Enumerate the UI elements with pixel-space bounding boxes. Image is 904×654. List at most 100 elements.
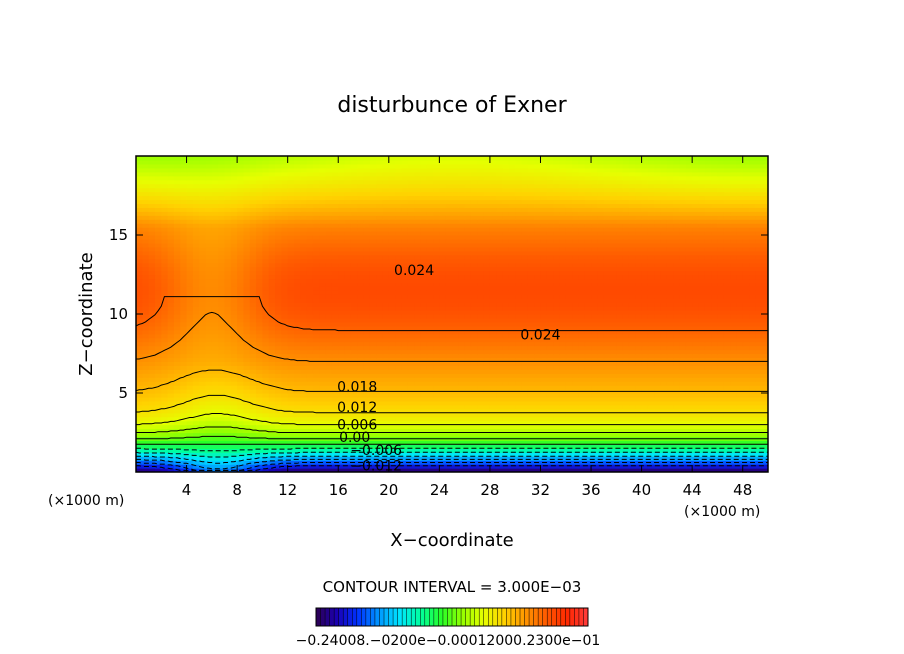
heatmap-cell xyxy=(376,400,384,406)
heatmap-cell xyxy=(287,416,295,422)
heatmap-cell xyxy=(161,310,169,315)
heatmap-cell xyxy=(382,456,390,461)
heatmap-cell xyxy=(666,314,674,319)
heatmap-cell xyxy=(502,448,510,453)
heatmap-cell xyxy=(540,464,548,469)
heatmap-cell xyxy=(616,420,624,426)
heatmap-cell xyxy=(230,357,238,362)
heatmap-cell xyxy=(192,404,200,410)
heatmap-cell xyxy=(230,317,238,323)
heatmap-cell xyxy=(641,325,649,331)
heatmap-cell xyxy=(376,361,384,366)
heatmap-cell xyxy=(527,385,535,390)
heatmap-cell xyxy=(148,448,156,453)
heatmap-cell xyxy=(521,416,529,422)
heatmap-cell xyxy=(350,412,358,418)
heatmap-cell xyxy=(338,333,346,339)
heatmap-cell xyxy=(287,373,295,378)
heatmap-cell xyxy=(534,432,542,438)
heatmap-cell xyxy=(717,302,725,307)
heatmap-cell xyxy=(578,353,586,359)
heatmap-cell xyxy=(281,432,289,438)
heatmap-cell xyxy=(591,464,598,469)
heatmap-cell xyxy=(180,444,188,449)
heatmap-cell xyxy=(224,325,232,331)
heatmap-cell xyxy=(312,400,320,406)
heatmap-cell xyxy=(673,306,681,311)
heatmap-cell xyxy=(723,408,731,414)
heatmap-cell xyxy=(477,345,485,351)
heatmap-cell xyxy=(711,385,719,390)
heatmap-cell xyxy=(546,440,554,445)
heatmap-cell xyxy=(331,424,339,430)
heatmap-cell xyxy=(540,310,548,315)
heatmap-cell xyxy=(452,404,459,410)
heatmap-cell xyxy=(483,404,491,410)
heatmap-cell xyxy=(344,408,352,414)
heatmap-cell xyxy=(698,361,706,366)
heatmap-cell xyxy=(521,282,529,287)
heatmap-cell xyxy=(502,329,510,335)
heatmap-cell xyxy=(401,412,409,418)
heatmap-cell xyxy=(426,282,434,287)
heatmap-cell xyxy=(540,385,548,390)
heatmap-cell xyxy=(161,369,169,374)
heatmap-cell xyxy=(319,329,327,335)
heatmap-cell xyxy=(401,361,409,366)
heatmap-cell xyxy=(673,468,681,472)
heatmap-cell xyxy=(136,349,143,355)
heatmap-cell xyxy=(578,349,586,355)
heatmap-cell xyxy=(628,341,636,347)
heatmap-cell xyxy=(180,377,188,382)
heatmap-cell xyxy=(401,314,409,319)
heatmap-cell xyxy=(704,314,712,319)
heatmap-cell xyxy=(730,412,737,418)
heatmap-cell xyxy=(641,448,649,453)
heatmap-cell xyxy=(489,357,497,362)
heatmap-cell xyxy=(230,333,238,339)
heatmap-cell xyxy=(666,400,674,406)
heatmap-cell xyxy=(376,428,384,434)
heatmap-cell xyxy=(559,314,567,319)
heatmap-cell xyxy=(136,389,143,394)
heatmap-cell xyxy=(647,333,655,339)
heatmap-cell xyxy=(287,396,295,402)
heatmap-cell xyxy=(344,444,352,449)
heatmap-cell xyxy=(489,298,497,303)
heatmap-cell xyxy=(704,333,712,339)
heatmap-cell xyxy=(243,290,251,295)
heatmap-cell xyxy=(591,428,598,434)
heatmap-cell xyxy=(445,416,453,422)
heatmap-cell xyxy=(666,357,674,362)
heatmap-cell xyxy=(647,408,655,414)
heatmap-cell xyxy=(243,416,251,422)
heatmap-cell xyxy=(483,298,491,303)
heatmap-cell xyxy=(616,345,624,351)
heatmap-cell xyxy=(698,444,706,449)
heatmap-cell xyxy=(559,464,567,469)
heatmap-cell xyxy=(306,306,314,311)
heatmap-cell xyxy=(173,278,181,283)
heatmap-cell xyxy=(742,377,750,382)
heatmap-cell xyxy=(679,424,687,430)
heatmap-cell xyxy=(312,282,320,287)
heatmap-cell xyxy=(534,468,542,472)
heatmap-cell xyxy=(211,404,219,410)
heatmap-cell xyxy=(723,464,731,469)
heatmap-cell xyxy=(578,294,586,299)
heatmap-cell xyxy=(173,404,181,410)
heatmap-cell xyxy=(534,345,542,351)
heatmap-cell xyxy=(742,278,750,283)
heatmap-cell xyxy=(199,432,207,438)
heatmap-cell xyxy=(603,369,611,374)
heatmap-cell xyxy=(679,314,687,319)
heatmap-cell xyxy=(698,278,706,283)
heatmap-cell xyxy=(192,369,200,374)
heatmap-cell xyxy=(369,345,377,351)
heatmap-cell xyxy=(294,274,301,280)
heatmap-cell xyxy=(287,381,295,386)
heatmap-cell xyxy=(414,317,421,323)
heatmap-cell xyxy=(527,468,535,472)
heatmap-cell xyxy=(218,357,226,362)
heatmap-cell xyxy=(723,278,731,283)
